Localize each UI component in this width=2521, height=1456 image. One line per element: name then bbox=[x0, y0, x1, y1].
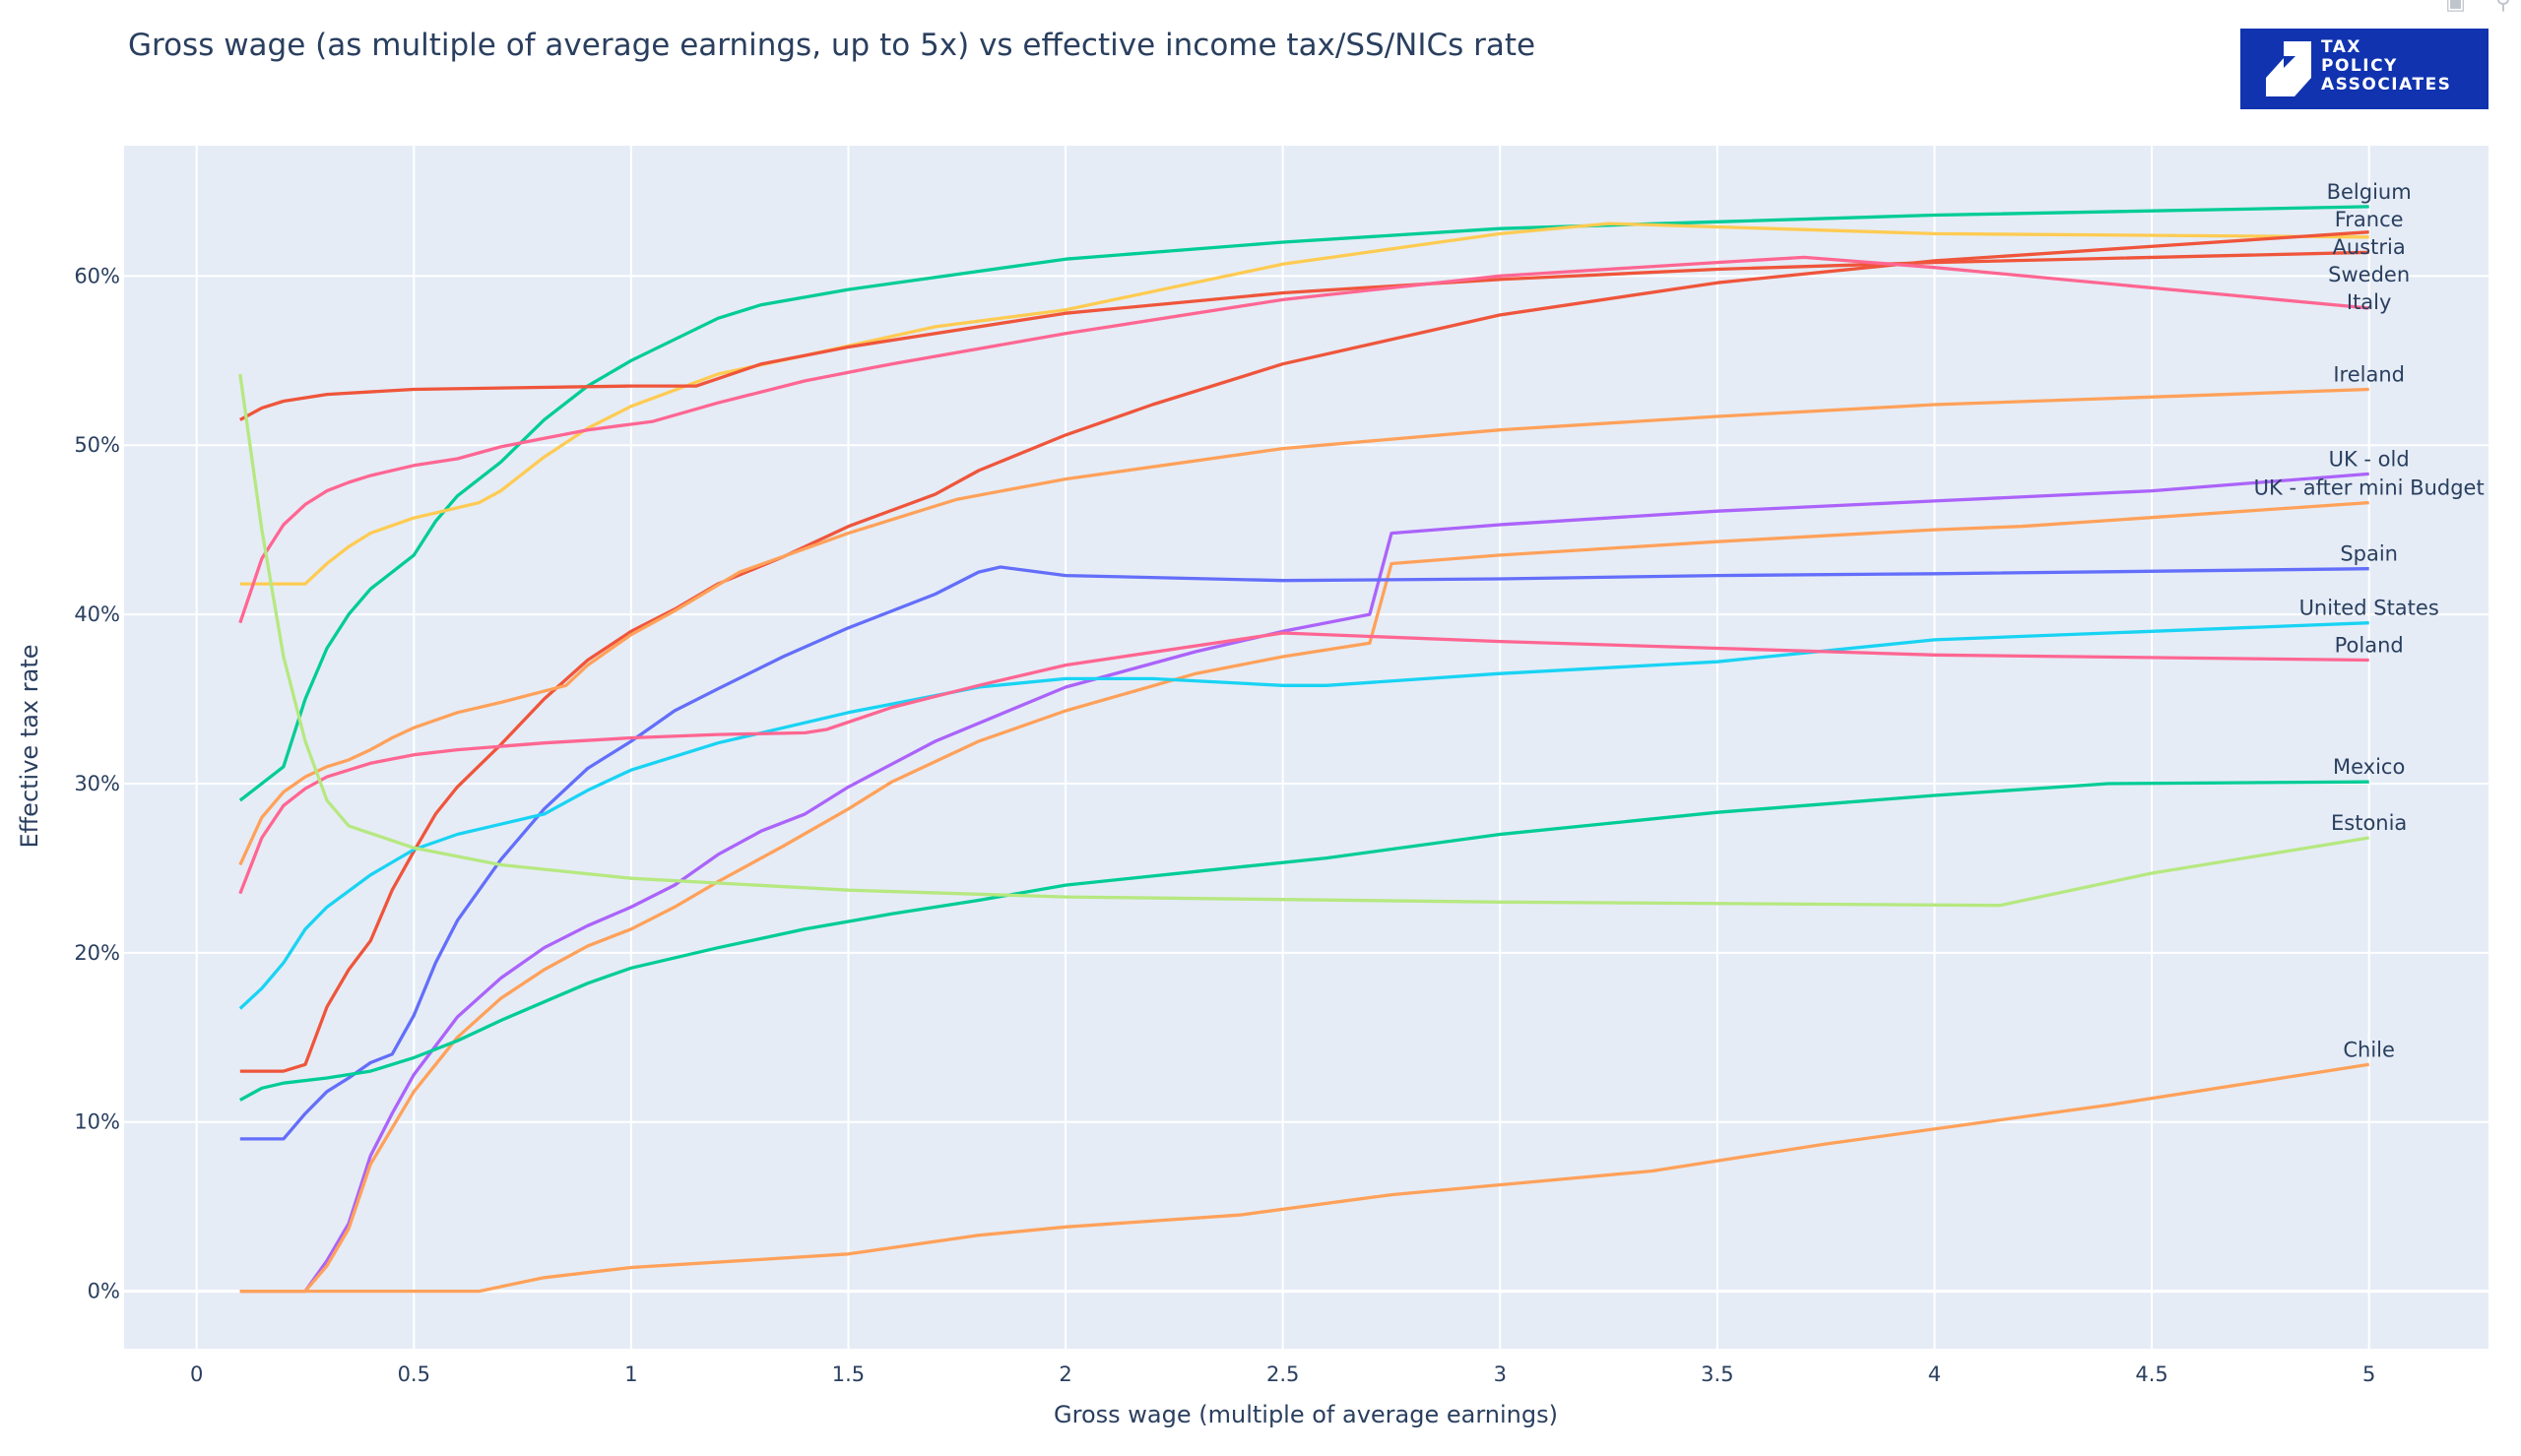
series-line-uk-after-mini-budget bbox=[239, 500, 2369, 1294]
series-label-austria: Austria bbox=[2333, 235, 2406, 259]
series-line-united-states bbox=[238, 621, 2369, 1010]
series-lines bbox=[238, 205, 2369, 1294]
x-tick-label: 5 bbox=[2362, 1362, 2375, 1386]
tax-policy-associates-logo: TAX POLICY ASSOCIATES bbox=[2240, 29, 2489, 109]
y-tick-label: 30% bbox=[74, 772, 120, 795]
series-labels: Belgium France Austria Sweden Italy Ireland UK… bbox=[2254, 180, 2485, 1061]
series-label-chile: Chile bbox=[2343, 1038, 2395, 1061]
x-tick-label: 0 bbox=[190, 1362, 203, 1386]
camera-icon[interactable]: ▣ bbox=[2445, 0, 2466, 15]
y-tick-label: 50% bbox=[74, 433, 120, 457]
plot-area bbox=[124, 146, 2489, 1349]
series-label-estonia: Estonia bbox=[2331, 811, 2407, 835]
series-label-belgium: Belgium bbox=[2327, 180, 2412, 204]
series-line-austria bbox=[239, 222, 2369, 586]
series-line-poland bbox=[238, 631, 2369, 895]
series-line-belgium bbox=[238, 205, 2369, 802]
x-tick-label: 2.5 bbox=[1266, 1362, 1299, 1386]
series-label-france: France bbox=[2335, 208, 2404, 231]
series-line-sweden bbox=[239, 250, 2369, 421]
x-tick-label: 0.5 bbox=[398, 1362, 430, 1386]
x-tick-label: 1.5 bbox=[832, 1362, 865, 1386]
x-tick-label: 1 bbox=[624, 1362, 637, 1386]
y-tick-label: 0% bbox=[88, 1280, 120, 1303]
y-tick-label: 60% bbox=[74, 264, 120, 287]
y-tick-label: 10% bbox=[74, 1110, 120, 1134]
logo-text: TAX POLICY ASSOCIATES bbox=[2321, 37, 2452, 95]
x-tick-label: 3 bbox=[1494, 1362, 1507, 1386]
series-label-sweden: Sweden bbox=[2328, 263, 2410, 286]
x-tick-label: 3.5 bbox=[1701, 1362, 1733, 1386]
series-line-france bbox=[239, 230, 2369, 1073]
x-tick-label: 4.5 bbox=[2135, 1362, 2167, 1386]
series-label-uk-after-mini-budget: UK - after mini Budget bbox=[2254, 476, 2485, 500]
modebar: ▣ ⚲ bbox=[2445, 0, 2511, 15]
series-label-united-states: United States bbox=[2299, 597, 2439, 620]
y-tick-label: 20% bbox=[74, 941, 120, 965]
series-line-chile bbox=[239, 1062, 2369, 1294]
x-tick-label: 4 bbox=[1928, 1362, 1941, 1386]
series-label-spain: Spain bbox=[2340, 542, 2398, 566]
x-axis-title: Gross wage (multiple of average earnings… bbox=[1054, 1401, 1558, 1428]
series-line-estonia bbox=[238, 373, 2369, 908]
zoom-icon[interactable]: ⚲ bbox=[2494, 0, 2511, 15]
tick-labels: 0 0.5 1 1.5 2 2.5 3 3.5 4 4.5 50%10%20%30%40%50%60… bbox=[74, 264, 2375, 1386]
series-label-poland: Poland bbox=[2335, 634, 2404, 658]
y-tick-label: 40% bbox=[74, 602, 120, 626]
series-line-uk-old bbox=[239, 472, 2369, 1294]
y-axis-title: Effective tax rate bbox=[16, 644, 43, 848]
series-line-mexico bbox=[239, 780, 2369, 1102]
series-label-uk-old: UK - old bbox=[2329, 447, 2410, 471]
series-line-italy bbox=[238, 255, 2369, 624]
logo-mark-icon bbox=[2266, 41, 2311, 96]
series-label-italy: Italy bbox=[2347, 290, 2392, 314]
series-label-ireland: Ireland bbox=[2333, 363, 2405, 387]
series-line-ireland bbox=[238, 387, 2369, 866]
x-tick-label: 2 bbox=[1059, 1362, 1071, 1386]
chart-title: Gross wage (as multiple of average earni… bbox=[128, 28, 1536, 63]
series-label-mexico: Mexico bbox=[2333, 755, 2405, 779]
